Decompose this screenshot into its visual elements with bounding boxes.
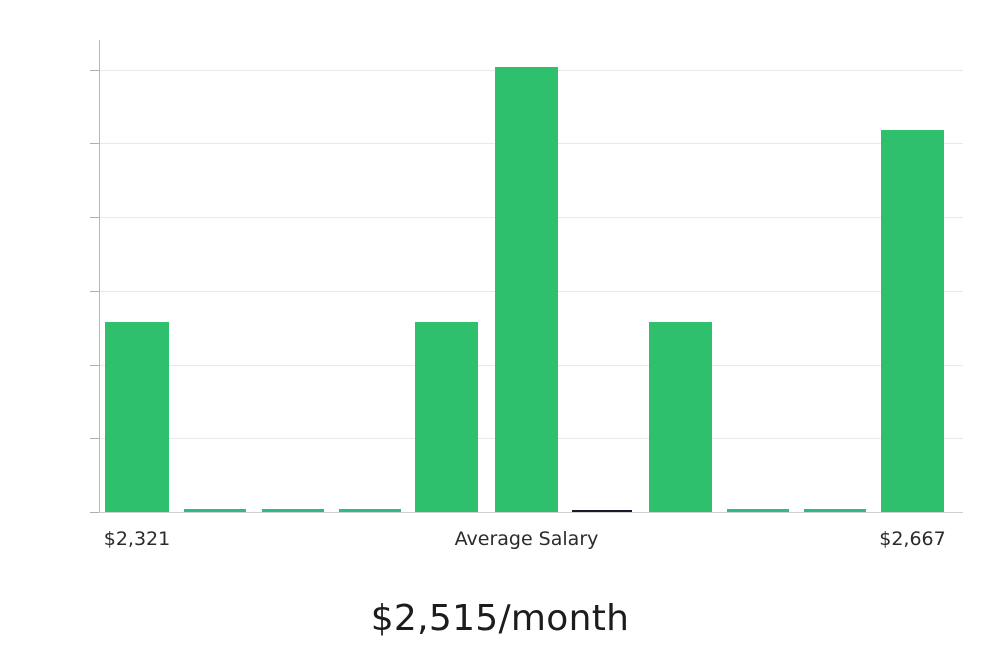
y-axis-line: [99, 40, 100, 512]
bar[interactable]: [649, 321, 712, 512]
bars-layer: [99, 40, 963, 512]
bar[interactable]: [881, 129, 944, 512]
bar[interactable]: [184, 509, 246, 512]
y-tick-mark: [90, 217, 99, 218]
bar[interactable]: [727, 509, 789, 512]
bar[interactable]: [495, 66, 558, 512]
bar[interactable]: [339, 509, 401, 512]
y-tick-mark: [90, 69, 99, 71]
bar[interactable]: [105, 321, 169, 512]
x-axis-line: [99, 512, 963, 513]
y-tick-mark: [90, 512, 99, 513]
x-tick-label: $2,667: [879, 528, 946, 550]
y-tick-mark: [90, 143, 99, 145]
chart-title: $2,515/month: [370, 598, 630, 639]
bar[interactable]: [572, 510, 632, 512]
bar[interactable]: [804, 509, 866, 512]
bar[interactable]: [262, 509, 324, 512]
y-tick-mark: [90, 364, 99, 366]
y-tick-mark: [90, 438, 99, 440]
y-tick-mark: [90, 290, 99, 292]
x-tick-label: Average Salary: [454, 528, 599, 550]
bar[interactable]: [415, 321, 478, 512]
x-tick-label: $2,321: [103, 528, 171, 550]
